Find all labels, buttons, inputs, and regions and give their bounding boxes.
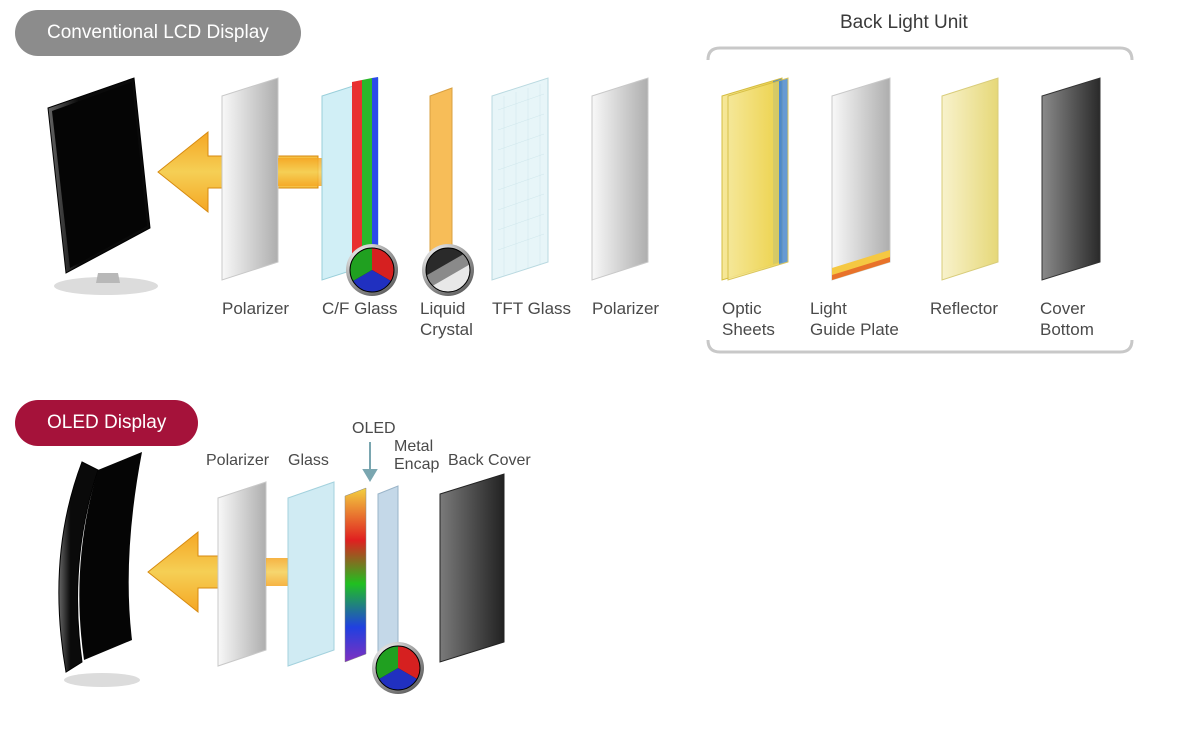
oled-badge: OLED Display	[15, 400, 198, 446]
lcd-layer-tft	[492, 78, 548, 280]
label-cover: Cover Bottom	[1040, 298, 1094, 341]
rgb-badge-oled-icon	[372, 642, 424, 694]
olabel-oled: OLED	[352, 420, 396, 438]
lcd-layer-polarizer2	[592, 78, 648, 280]
lcd-tv-icon	[48, 78, 158, 295]
lcd-layer-cover	[1042, 78, 1100, 280]
diagram-svg	[0, 0, 1200, 750]
oled-layer-polarizer	[218, 482, 266, 666]
backlight-unit-label: Back Light Unit	[840, 12, 968, 34]
label-cfglass: C/F Glass	[322, 298, 398, 319]
lcd-layer-reflector	[942, 78, 998, 280]
oled-tv-icon	[59, 452, 142, 687]
olabel-back: Back Cover	[448, 452, 531, 470]
lcd-layer-polarizer1	[222, 78, 278, 280]
label-optic: Optic Sheets	[722, 298, 775, 341]
lcd-layer-lgp	[832, 78, 890, 280]
bw-badge-icon	[418, 240, 474, 296]
label-reflector: Reflector	[930, 298, 998, 319]
label-polarizer1: Polarizer	[222, 298, 289, 319]
lcd-layer-liquid	[430, 88, 452, 276]
oled-down-arrow-icon	[364, 442, 376, 480]
lcd-arrow-icon	[158, 132, 318, 212]
label-tft: TFT Glass	[492, 298, 571, 319]
oled-layer-metal	[378, 486, 398, 660]
olabel-polarizer: Polarizer	[206, 452, 269, 470]
lcd-layer-cfglass	[322, 77, 378, 280]
oled-layer-oled	[345, 488, 366, 662]
lcd-layer-optic	[722, 78, 788, 280]
label-lgp: Light Guide Plate	[810, 298, 899, 341]
oled-arrow-icon	[148, 532, 258, 612]
oled-layer-glass	[288, 482, 334, 666]
olabel-glass: Glass	[288, 452, 329, 470]
lcd-badge: Conventional LCD Display	[15, 10, 301, 56]
olabel-metal: Metal Encap	[394, 438, 439, 475]
rgb-badge-icon	[346, 244, 398, 296]
label-liquid: Liquid Crystal	[420, 298, 473, 341]
label-polarizer2: Polarizer	[592, 298, 659, 319]
oled-layer-back	[440, 474, 504, 662]
